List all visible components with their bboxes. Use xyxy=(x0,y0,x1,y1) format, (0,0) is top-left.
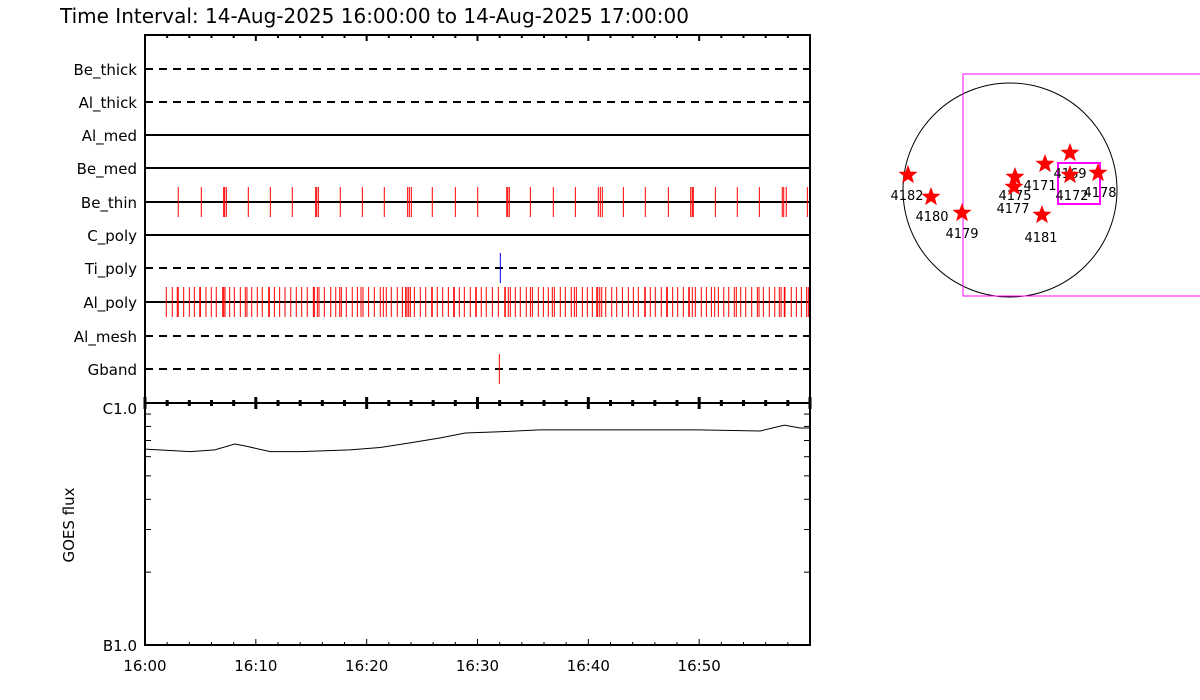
active-region-label: 4180 xyxy=(915,210,948,225)
x-tick-label: 16:50 xyxy=(678,657,721,675)
goes-frame xyxy=(144,402,811,646)
xrt-fov-box xyxy=(962,73,1200,297)
x-tick-label: 16:10 xyxy=(234,657,277,675)
ytick-label-b1: B1.0 xyxy=(103,637,137,655)
solar-disk-map: 4182418041794175417741714169417241784181 xyxy=(890,73,1200,298)
filter-label: Be_med xyxy=(77,160,137,179)
filter-label: Al_med xyxy=(82,127,137,146)
active-region-label: 4181 xyxy=(1024,231,1057,246)
active-region-star-icon xyxy=(1004,177,1024,196)
x-tick-label: 16:30 xyxy=(456,657,499,675)
filter-label: Be_thick xyxy=(73,61,137,80)
active-region-star-icon xyxy=(1060,143,1080,162)
active-region-label: 4177 xyxy=(996,202,1029,217)
filter-label: Al_poly xyxy=(83,294,137,313)
active-region-label: 4172 xyxy=(1055,189,1088,204)
active-region-star-icon xyxy=(898,165,918,184)
filter-label: Al_mesh xyxy=(74,328,137,347)
active-region-star-icon xyxy=(1060,165,1080,184)
active-region-label: 4178 xyxy=(1083,186,1116,201)
active-region-star-icon xyxy=(921,187,941,206)
filter-label: C_poly xyxy=(87,227,137,246)
ytick-label-c1: C1.0 xyxy=(103,400,137,418)
active-region-star-icon xyxy=(952,203,972,222)
active-region-star-icon xyxy=(1005,167,1025,186)
filter-timeline-panel: Be_thick Al_thick Al_med Be_med Be_thin C_pol… xyxy=(73,34,812,409)
filter-label: Al_thick xyxy=(79,94,138,113)
solar-limb xyxy=(902,82,1118,298)
active-region-label: 4179 xyxy=(945,227,978,242)
filter-label: Ti_poly xyxy=(84,260,137,279)
filter-label: Gband xyxy=(88,361,137,379)
x-tick-label: 16:40 xyxy=(567,657,610,675)
filter-label: Be_thin xyxy=(81,194,137,213)
active-region-label: 4175 xyxy=(998,189,1031,204)
x-tick-label: 16:00 xyxy=(123,657,166,675)
x-axis-labels: 16:00 16:10 16:20 16:30 16:40 16:50 xyxy=(123,657,720,675)
target-box xyxy=(1057,162,1101,205)
active-region-star-icon xyxy=(1088,163,1108,182)
active-region-label: 4182 xyxy=(890,189,923,204)
x-tick-label: 16:20 xyxy=(345,657,388,675)
goes-flux-panel: GOES flux C1.0 B1.0 xyxy=(60,400,811,655)
active-region-label: 4171 xyxy=(1023,179,1056,194)
active-region-star-icon xyxy=(1032,205,1052,224)
goes-flux-line xyxy=(144,424,810,453)
timeline-frame xyxy=(144,34,811,404)
goes-ylabel: GOES flux xyxy=(60,487,78,562)
active-region-star-icon xyxy=(1035,154,1055,173)
time-interval-title: Time Interval: 14-Aug-2025 16:00:00 to 1… xyxy=(59,4,689,28)
